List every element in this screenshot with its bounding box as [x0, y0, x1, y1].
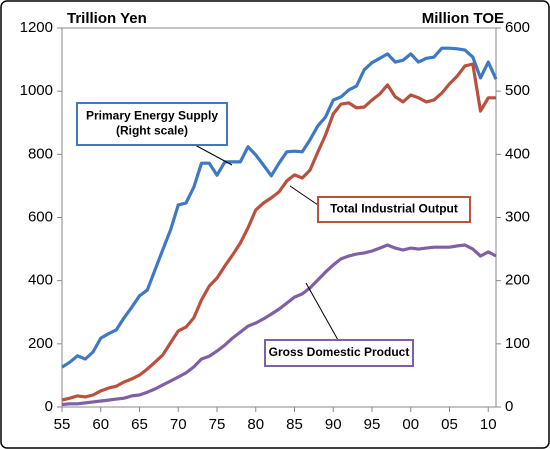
- callout-box: [264, 339, 414, 367]
- series-line: [61, 46, 498, 369]
- y-tick-label: 800: [28, 145, 53, 162]
- y2-tick-label: 200: [505, 272, 530, 289]
- callout-text: Gross Domestic Product: [269, 345, 410, 359]
- y2-tick-label: 100: [505, 335, 530, 352]
- callout-box: [317, 196, 471, 223]
- y2-tick-label: 400: [505, 145, 530, 162]
- series-line: [61, 243, 497, 407]
- y-tick-label: 1200: [20, 19, 53, 36]
- y2-tick-label: 600: [505, 19, 530, 36]
- y-tick-label: 400: [28, 272, 53, 289]
- x-tick-label: 00: [402, 416, 419, 433]
- callout-text: Total Industrial Output: [330, 202, 458, 216]
- series-line: [61, 62, 496, 402]
- callout-text: (Right scale): [116, 124, 188, 138]
- x-tick-label: 80: [247, 416, 264, 433]
- y2-tick-label: 300: [505, 208, 530, 225]
- y-tick-label: 1000: [20, 82, 53, 99]
- callout-leader: [194, 144, 233, 166]
- y2-axis-label: Million TOE: [422, 10, 504, 27]
- y-tick-label: 200: [28, 335, 53, 352]
- x-tick-label: 85: [286, 416, 303, 433]
- x-tick-label: 70: [170, 416, 187, 433]
- y2-tick-label: 500: [505, 82, 530, 99]
- x-tick-label: 95: [364, 416, 381, 433]
- y-axis-label: Trillion Yen: [67, 10, 147, 27]
- x-tick-label: 65: [131, 416, 148, 433]
- callout-leader: [289, 185, 319, 206]
- callout-leader: [305, 282, 339, 341]
- callout-box: [76, 102, 228, 146]
- x-tick-label: 75: [209, 416, 226, 433]
- x-tick-label: 05: [441, 416, 458, 433]
- y-tick-label: 600: [28, 208, 53, 225]
- x-tick-label: 10: [480, 416, 497, 433]
- y-tick-label: 0: [45, 398, 53, 415]
- callout-text: Primary Energy Supply: [86, 109, 218, 123]
- y2-tick-label: 0: [505, 398, 513, 415]
- x-tick-label: 90: [325, 416, 342, 433]
- x-tick-label: 55: [54, 416, 71, 433]
- x-tick-label: 60: [92, 416, 109, 433]
